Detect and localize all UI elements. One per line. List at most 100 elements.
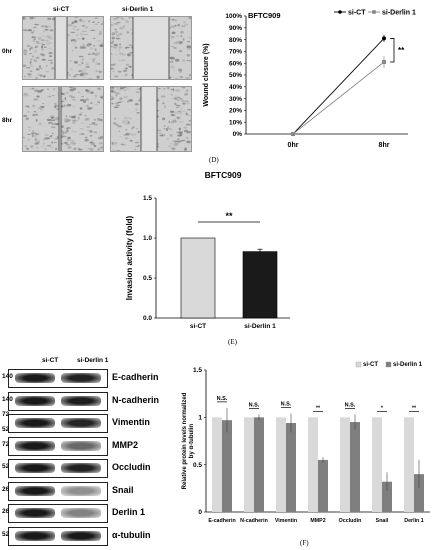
cell <box>90 102 93 104</box>
cell <box>91 107 94 109</box>
cell <box>180 25 186 27</box>
cell <box>33 111 36 113</box>
legend-marker <box>338 10 342 14</box>
cell <box>89 135 93 137</box>
cell <box>169 26 172 29</box>
cell <box>177 99 180 101</box>
mw-marker: 52 <box>2 463 10 470</box>
cell <box>186 140 191 144</box>
blot-col-label-si-derlin1: si-Derlin 1 <box>77 357 109 364</box>
cell <box>41 45 44 49</box>
cell <box>77 116 80 120</box>
cell <box>167 87 170 90</box>
cell <box>170 65 175 69</box>
cell <box>113 46 118 49</box>
cell <box>54 105 57 109</box>
cell <box>165 127 170 130</box>
legend-label: si-Derlin 1 <box>382 10 416 17</box>
cell <box>115 37 120 40</box>
cell <box>172 97 175 99</box>
cell <box>86 91 91 94</box>
bar <box>404 417 414 512</box>
cell <box>188 47 191 50</box>
significance-label: N.S. <box>217 396 228 402</box>
cell <box>120 125 122 128</box>
cell <box>75 76 78 78</box>
cell <box>67 138 70 141</box>
cell <box>118 100 124 103</box>
cell <box>51 126 56 129</box>
cell <box>45 39 49 43</box>
band-si-ct <box>15 418 55 428</box>
cell <box>81 96 84 98</box>
significance-label: N.S. <box>345 402 356 408</box>
cell <box>81 62 84 65</box>
cell <box>41 145 45 148</box>
cell <box>178 111 182 115</box>
cell <box>68 95 73 97</box>
cell <box>178 121 184 123</box>
bar <box>180 237 216 319</box>
micrograph-texture <box>23 17 103 79</box>
cell <box>49 37 54 40</box>
cell <box>32 39 36 43</box>
cell <box>33 58 36 60</box>
x-tick-label: si-Derlin 1 <box>244 323 276 330</box>
cell <box>68 87 74 89</box>
cell <box>35 133 40 136</box>
cell <box>96 100 101 102</box>
cell <box>79 46 84 49</box>
bar <box>372 417 382 512</box>
x-tick-label: E-cadherin <box>208 518 235 524</box>
cell <box>78 55 83 57</box>
cell <box>174 58 180 62</box>
cell <box>95 69 99 73</box>
cell <box>27 126 32 128</box>
protein-levels-chart: 0 0.5 1 1.5 Relative protein levels normaliz… <box>182 361 430 524</box>
cell <box>85 89 89 92</box>
band-si-ct <box>15 395 55 406</box>
cell <box>116 102 122 103</box>
cell <box>183 21 186 24</box>
cell <box>125 63 129 66</box>
cell <box>180 31 184 34</box>
cell <box>182 102 186 105</box>
cell <box>88 20 91 23</box>
cell <box>39 42 43 44</box>
cell <box>158 87 161 90</box>
cell <box>111 149 115 151</box>
y-tick-label: 0 <box>198 509 202 516</box>
cell <box>127 53 131 57</box>
cell <box>170 93 173 96</box>
cell <box>178 116 181 119</box>
cell <box>114 28 117 31</box>
y-tick-label: 1.5 <box>143 195 152 202</box>
cell <box>181 110 186 113</box>
y-tick-label: 0.5 <box>193 462 202 469</box>
cell <box>129 117 132 120</box>
micrograph-texture <box>111 17 191 79</box>
cell <box>114 117 116 120</box>
significance-label: ** <box>412 405 417 411</box>
cell <box>70 140 75 142</box>
cell <box>29 17 34 20</box>
cell <box>185 100 187 102</box>
cell <box>178 131 183 135</box>
cell <box>179 97 183 101</box>
cell <box>70 142 76 145</box>
cell <box>111 95 114 97</box>
x-tick-label: Derlin 1 <box>404 518 423 524</box>
cell <box>45 71 50 73</box>
cell <box>72 25 76 27</box>
cell <box>186 103 191 105</box>
cell <box>62 135 67 138</box>
mw-marker: 140 <box>2 373 13 380</box>
cell <box>112 70 115 72</box>
cell <box>156 129 162 132</box>
cell <box>50 61 53 65</box>
cell <box>92 59 95 63</box>
cell <box>175 89 180 92</box>
cell <box>31 65 35 67</box>
cell <box>34 51 37 53</box>
cell <box>85 63 89 65</box>
